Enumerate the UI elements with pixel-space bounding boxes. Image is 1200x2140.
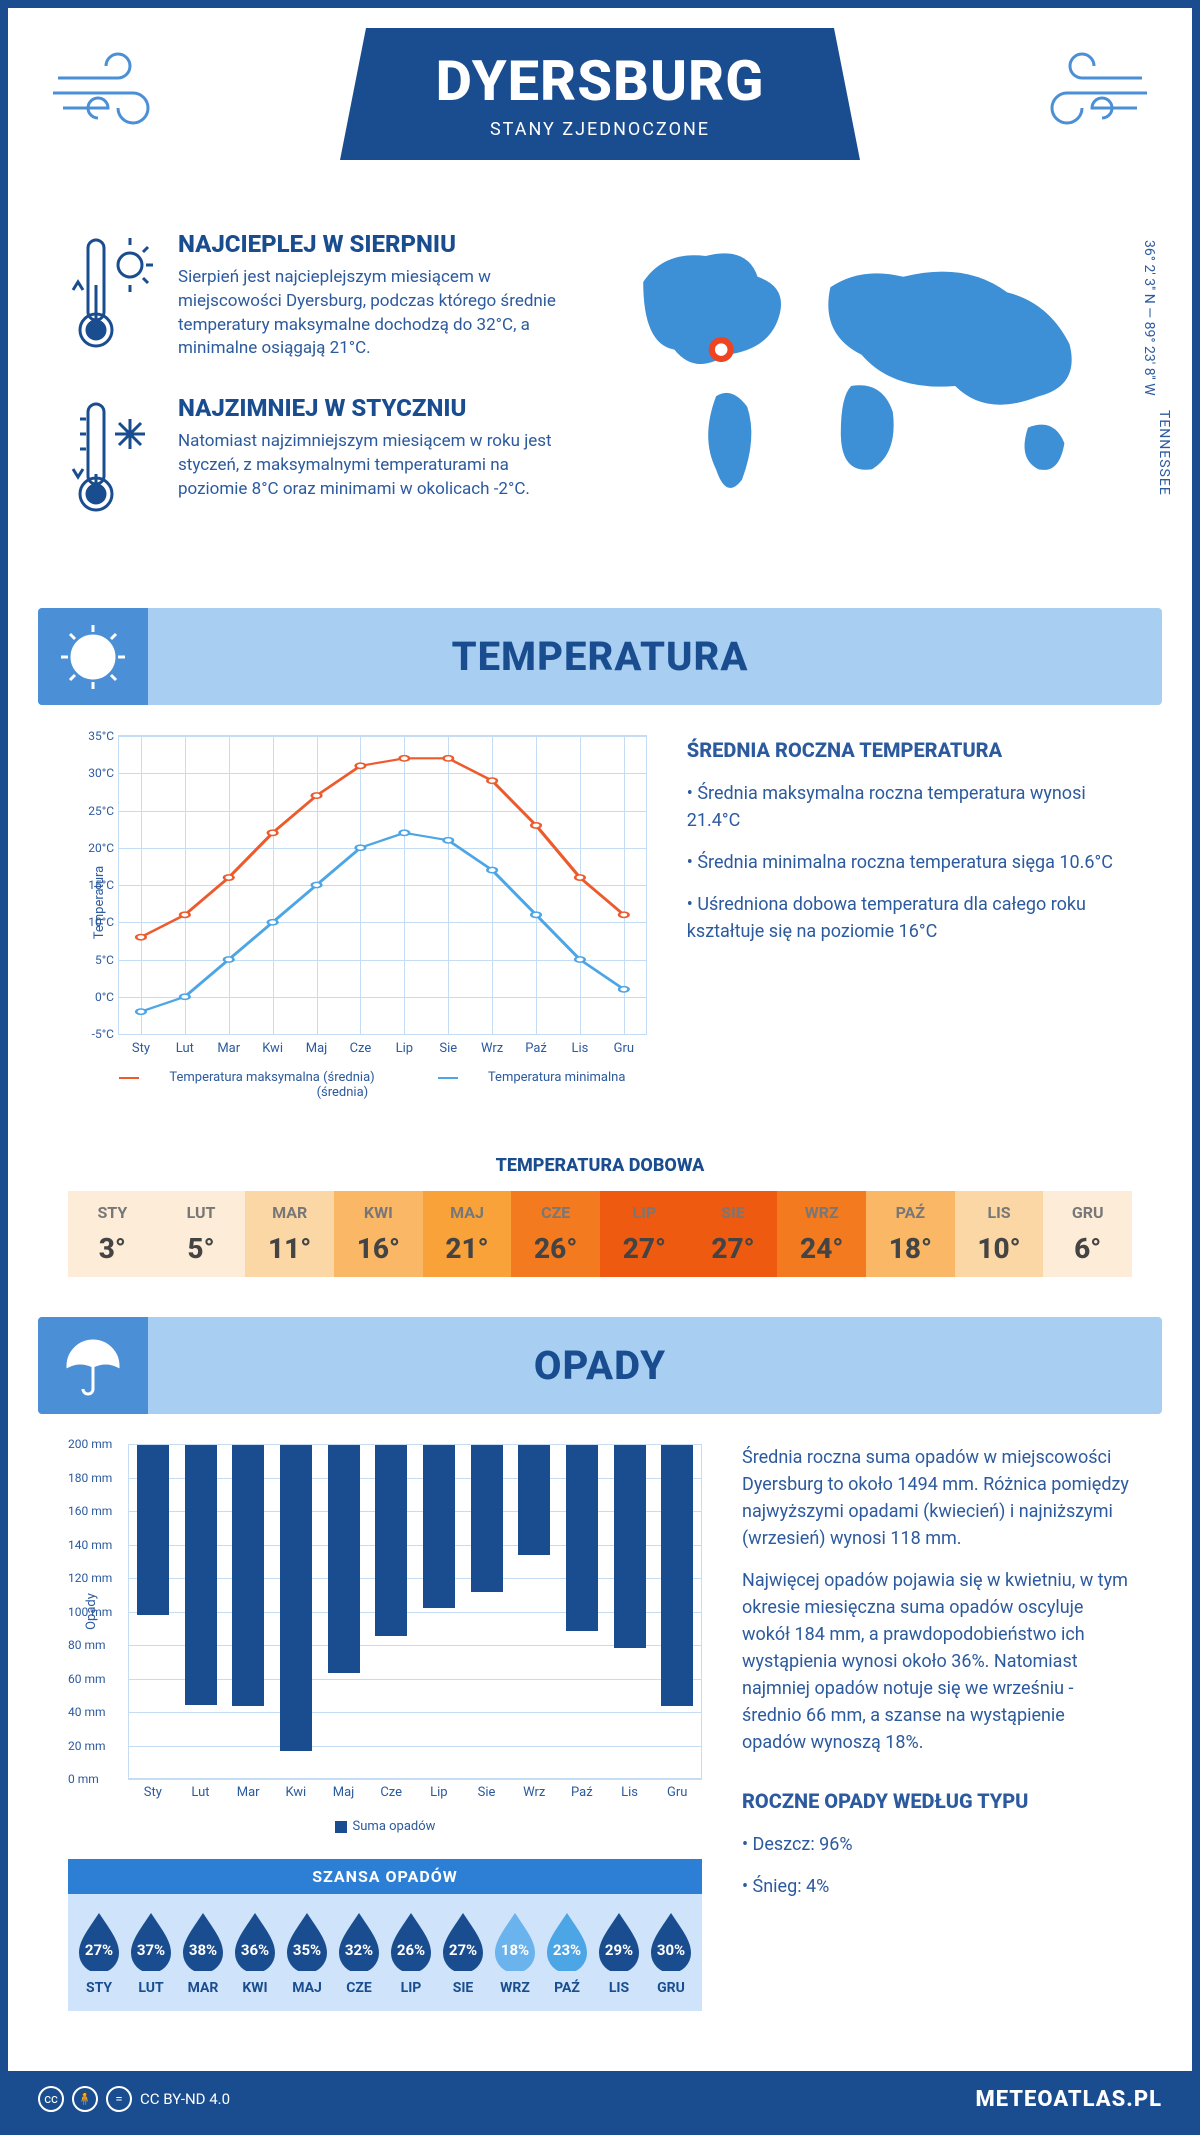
temperature-content: Temperatura -5°C0°C5°C10°C15°C20°C25°C30… [8,705,1192,1125]
nd-icon: = [106,2086,132,2112]
warm-block: NAJCIEPLEJ W SIERPNIU Sierpień jest najc… [68,230,572,364]
temp-cell: STY3° [68,1191,157,1277]
rain-content: Opady 0 mm20 mm40 mm60 mm80 mm100 mm120 … [8,1414,1192,2041]
svg-text:36%: 36% [241,1941,269,1959]
rain-title: OPADY [38,1342,1162,1389]
svg-text:27%: 27% [449,1941,477,1959]
temp-summary-1: • Średnia maksymalna roczna temperatura … [687,780,1132,834]
rain-drop: 26%LIP [385,1909,437,1996]
bar [518,1445,550,1555]
header: DYERSBURG STANY ZJEDNOCZONE [8,8,1192,200]
temp-cell: PAŹ18° [866,1191,955,1277]
rain-drop: 35%MAJ [281,1909,333,1996]
rain-drop: 30%GRU [645,1909,697,1996]
svg-text:32%: 32% [345,1941,373,1959]
thermometer-snow-icon [68,394,158,528]
rain-type-2: • Śnieg: 4% [742,1873,1132,1900]
rain-text-1: Średnia roczna suma opadów w miejscowośc… [742,1444,1132,1552]
temp-cell: LIP27° [600,1191,689,1277]
bar [614,1445,646,1648]
rain-drop: 36%KWI [229,1909,281,1996]
rain-bar-chart: Opady 0 mm20 mm40 mm60 mm80 mm100 mm120 … [68,1444,702,1804]
by-icon: 🧍 [72,2086,98,2112]
svg-text:23%: 23% [553,1941,581,1959]
rain-drop: 37%LUT [125,1909,177,1996]
license: cc 🧍 = CC BY-ND 4.0 [38,2086,230,2112]
chart-legend: Temperatura maksymalna (średnia) Tempera… [68,1070,647,1100]
rain-type-1: • Deszcz: 96% [742,1831,1132,1858]
coordinates: 36° 2' 3'' N — 89° 23' 8'' W [1141,240,1157,396]
rain-drop: 27%STY [73,1909,125,1996]
cold-text: Natomiast najzimniejszym miesiącem w rok… [178,430,572,501]
svg-text:27%: 27% [85,1941,113,1959]
footer: cc 🧍 = CC BY-ND 4.0 METEOATLAS.PL [8,2071,1192,2127]
bar [566,1445,598,1631]
cold-block: NAJZIMNIEJ W STYCZNIU Natomiast najzimni… [68,394,572,528]
temp-summary-2: • Średnia minimalna roczna temperatura s… [687,849,1132,876]
temp-cell: GRU6° [1043,1191,1132,1277]
temp-summary-3: • Uśredniona dobowa temperatura dla całe… [687,891,1132,945]
rain-drop: 23%PAŹ [541,1909,593,1996]
temp-cell: WRZ24° [777,1191,866,1277]
daily-temp-title: TEMPERATURA DOBOWA [8,1155,1192,1176]
rain-type-title: ROCZNE OPADY WEDŁUG TYPU [742,1786,1132,1816]
temperature-line-chart: Temperatura -5°C0°C5°C10°C15°C20°C25°C30… [68,735,647,1095]
rain-drop: 38%MAR [177,1909,229,1996]
temp-cell: SIE27° [689,1191,778,1277]
bar [185,1445,217,1705]
country-subtitle: STANY ZJEDNOCZONE [420,119,780,140]
svg-text:18%: 18% [501,1941,529,1959]
sun-icon [38,608,148,705]
temp-cell: MAR11° [245,1191,334,1277]
rain-drop: 29%LIS [593,1909,645,1996]
temp-cell: CZE26° [511,1191,600,1277]
wind-icon [48,38,178,142]
svg-text:38%: 38% [189,1941,217,1959]
bar [280,1445,312,1751]
region-label: TENNESSEE [1156,410,1172,496]
bar [232,1445,264,1706]
temp-cell: KWI16° [334,1191,423,1277]
temperature-title: TEMPERATURA [38,633,1162,680]
bar [661,1445,693,1706]
warm-text: Sierpień jest najcieplejszym miesiącem w… [178,266,572,361]
rain-drop: 32%CZE [333,1909,385,1996]
rain-chance: SZANSA OPADÓW 27%STY37%LUT38%MAR36%KWI35… [68,1859,702,2011]
infographic: DYERSBURG STANY ZJEDNOCZONE NAJCIEPLEJ W… [0,0,1200,2135]
umbrella-icon [38,1317,148,1414]
svg-text:37%: 37% [137,1941,165,1959]
temp-cell: LUT5° [157,1191,246,1277]
chance-title: SZANSA OPADÓW [68,1859,702,1894]
rain-drop: 18%WRZ [489,1909,541,1996]
temperature-banner: TEMPERATURA [38,608,1162,705]
city-title: DYERSBURG [420,48,780,114]
rain-banner: OPADY [38,1317,1162,1414]
cc-icon: cc [38,2086,64,2112]
bar [137,1445,169,1615]
svg-text:35%: 35% [293,1941,321,1959]
rain-drop: 27%SIE [437,1909,489,1996]
daily-temp-table: STY3°LUT5°MAR11°KWI16°MAJ21°CZE26°LIP27°… [68,1191,1132,1277]
svg-text:26%: 26% [397,1941,425,1959]
bar [375,1445,407,1636]
bar [328,1445,360,1673]
warm-title: NAJCIEPLEJ W SIERPNIU [178,230,572,258]
license-text: CC BY-ND 4.0 [140,2090,230,2108]
svg-text:29%: 29% [605,1941,633,1959]
bar-legend: Suma opadów [68,1819,702,1834]
brand: METEOATLAS.PL [975,2087,1162,2112]
rain-text-2: Najwięcej opadów pojawia się w kwietniu,… [742,1567,1132,1756]
temp-cell: MAJ21° [423,1191,512,1277]
world-map: 36° 2' 3'' N — 89° 23' 8'' W TENNESSEE [612,230,1132,558]
thermometer-sun-icon [68,230,158,364]
wind-icon [1022,38,1152,142]
svg-text:30%: 30% [657,1941,685,1959]
title-banner: DYERSBURG STANY ZJEDNOCZONE [340,28,860,160]
temp-summary-title: ŚREDNIA ROCZNA TEMPERATURA [687,735,1132,765]
cold-title: NAJZIMNIEJ W STYCZNIU [178,394,572,422]
bar [423,1445,455,1608]
intro-section: NAJCIEPLEJ W SIERPNIU Sierpień jest najc… [8,200,1192,588]
temp-cell: LIS10° [955,1191,1044,1277]
bar [471,1445,503,1592]
